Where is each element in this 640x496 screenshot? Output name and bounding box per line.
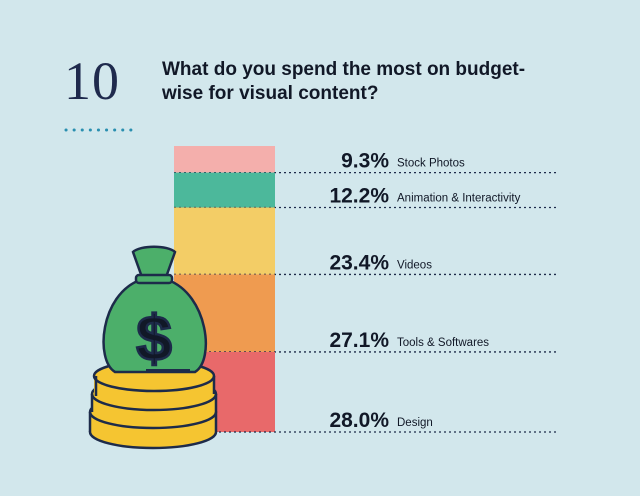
money-illustration: $ <box>88 245 218 450</box>
category-label: Tools & Softwares <box>397 337 489 349</box>
value-label: 28.0% <box>329 409 389 432</box>
category-label: Videos <box>397 259 432 271</box>
bar-segment <box>174 207 275 275</box>
value-label: 12.2% <box>329 184 389 207</box>
value-label: 9.3% <box>341 150 389 173</box>
category-label: Design <box>397 417 433 429</box>
value-label: 23.4% <box>329 251 389 274</box>
section-number: 10 <box>64 51 120 111</box>
svg-text:$: $ <box>136 302 172 374</box>
category-label: Animation & Interactivity <box>397 192 521 204</box>
category-label: Stock Photos <box>397 158 465 170</box>
bar-segment <box>174 146 275 173</box>
chart-title: What do you spend the most on budget-wis… <box>162 59 526 104</box>
bar-segment <box>174 172 275 208</box>
value-label: 27.1% <box>329 329 389 352</box>
